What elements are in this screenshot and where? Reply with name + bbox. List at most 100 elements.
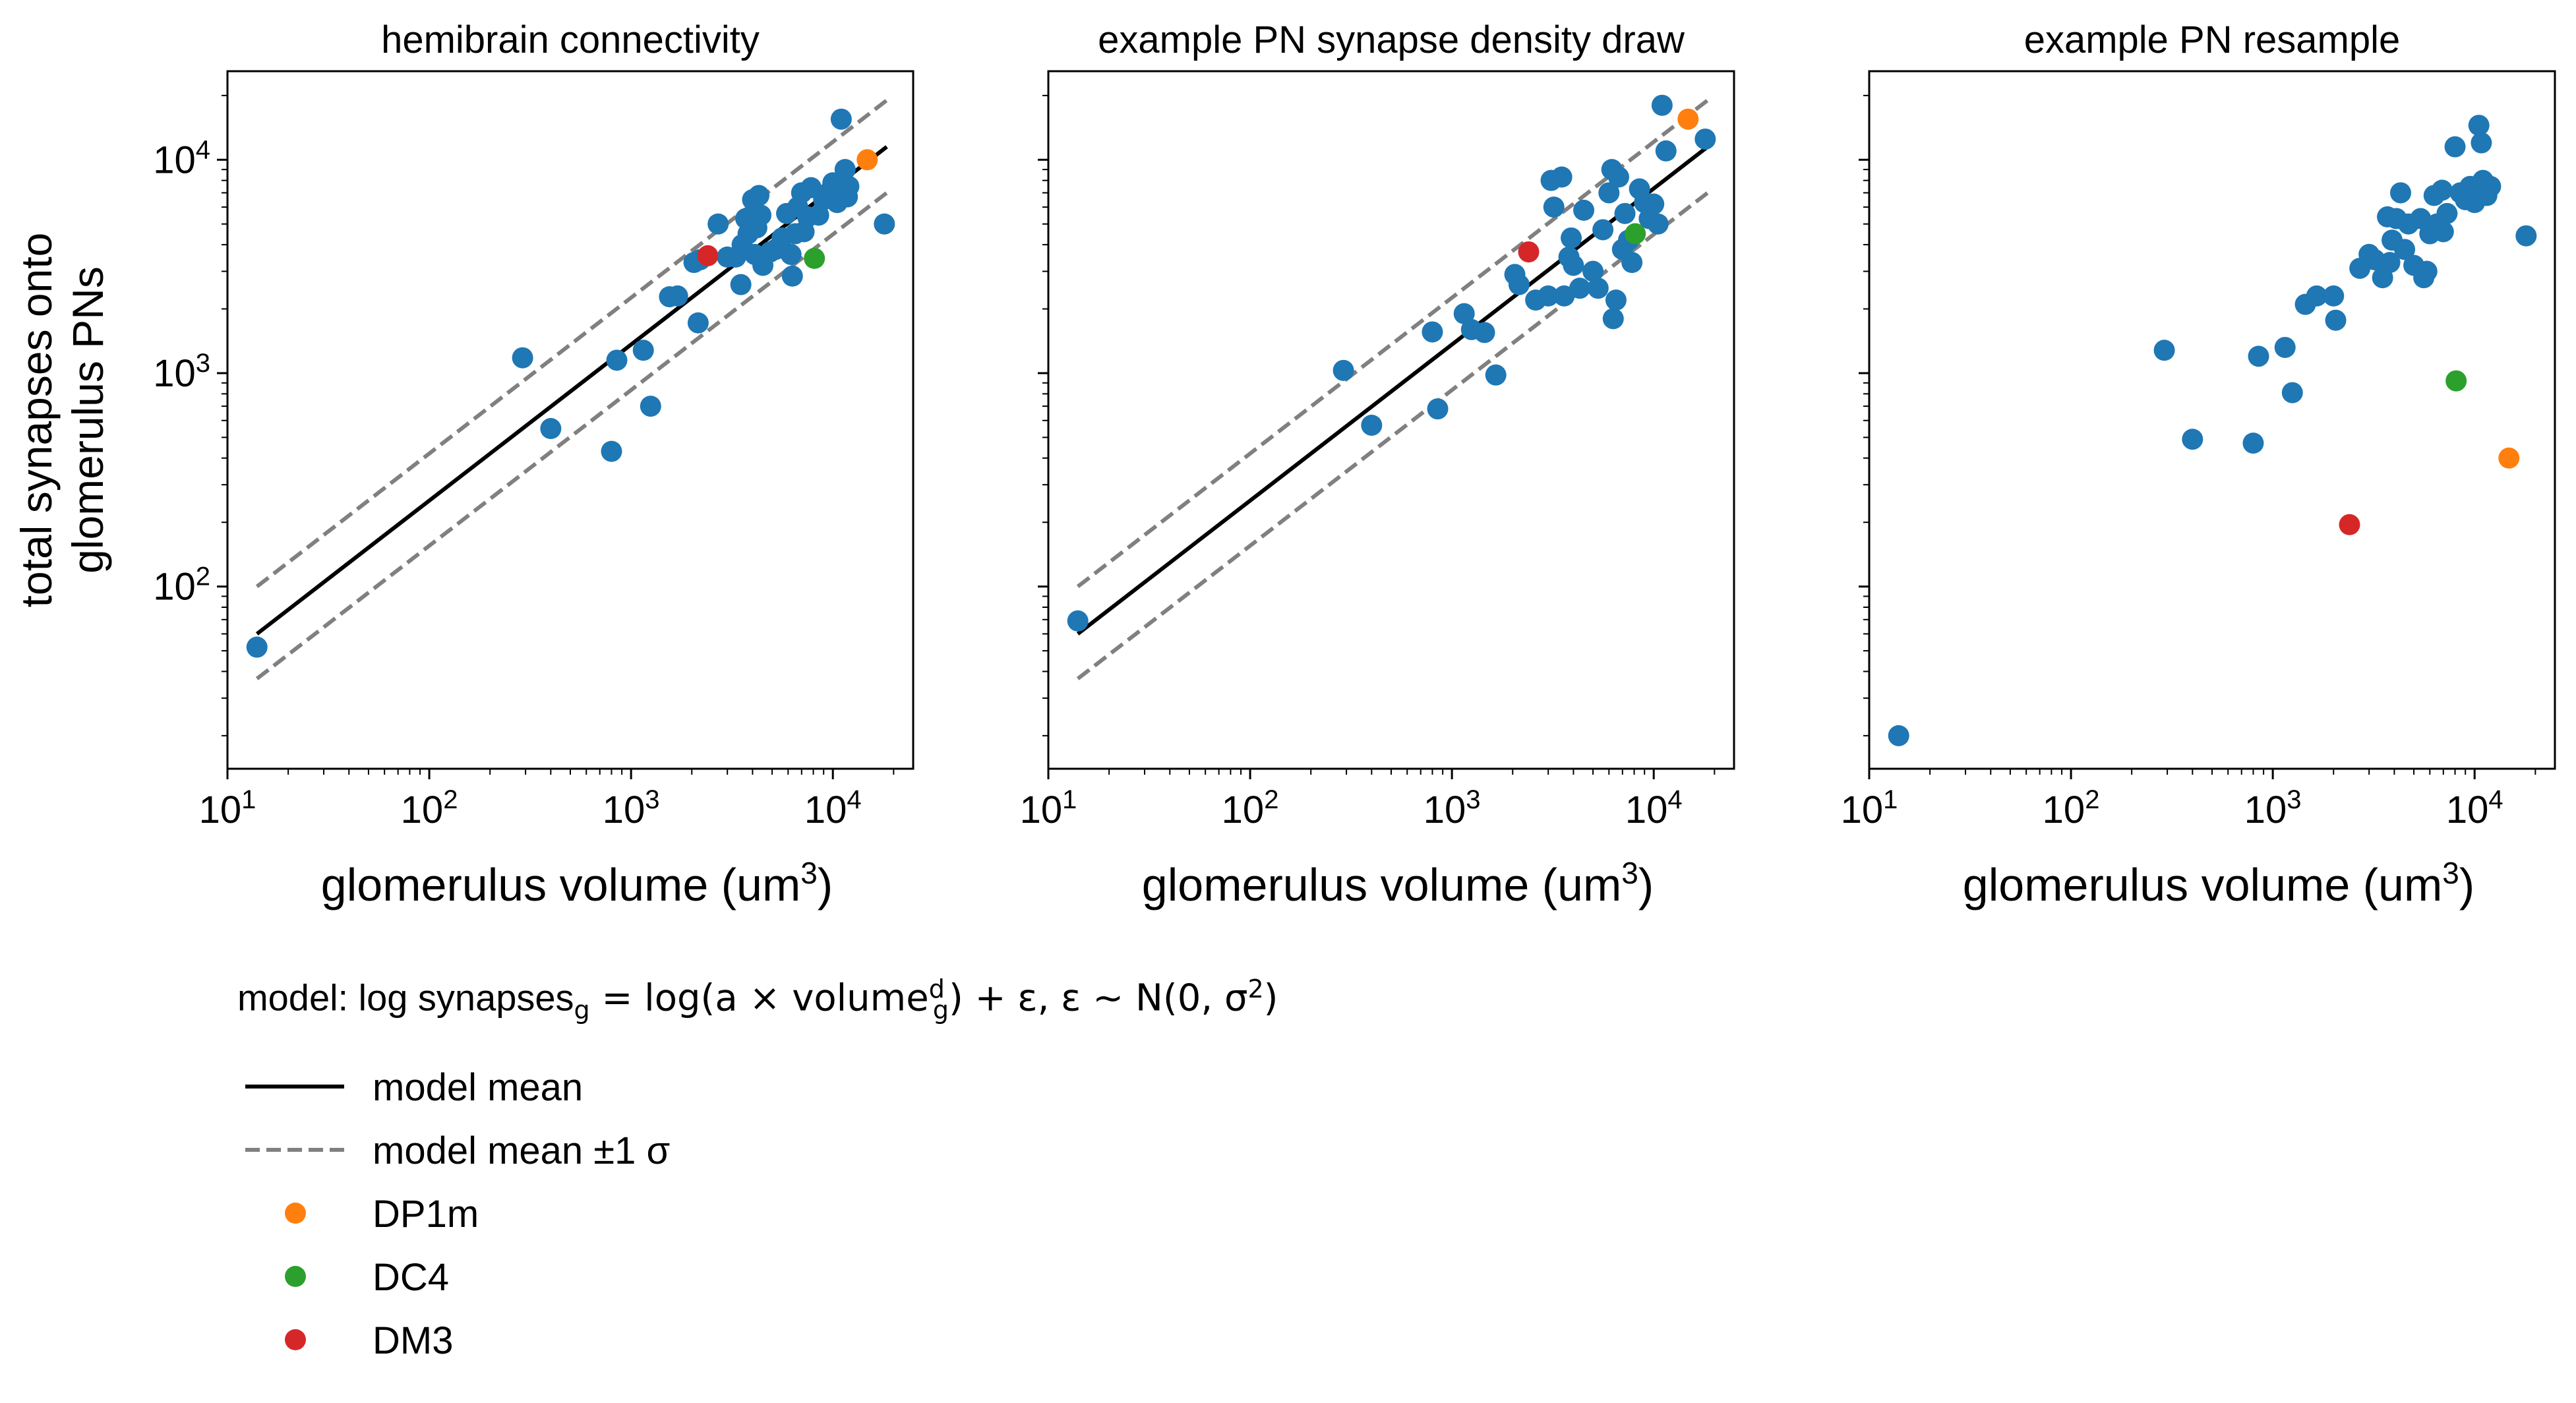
data-point: [2436, 202, 2458, 224]
data-point-dc4: [1625, 223, 1646, 245]
data-point: [780, 243, 802, 265]
data-point: [1485, 364, 1507, 386]
data-point: [1587, 278, 1609, 299]
data-point: [1694, 128, 1716, 150]
data-point-dm3: [1518, 241, 1540, 263]
data-point: [1607, 166, 1629, 188]
legend-item-model-mean: model mean: [237, 1055, 897, 1118]
legend-label: model mean: [373, 1066, 584, 1109]
plot-frame: [1868, 70, 2556, 770]
data-point: [2306, 285, 2327, 307]
data-point: [2325, 309, 2347, 331]
data-point: [707, 213, 729, 235]
x-tick-label: 104: [804, 785, 862, 831]
model-equation-sub-g: g: [574, 995, 590, 1025]
chart-panel-3: example PN resample 101 102 103 104 glomerulu…: [1841, 18, 2556, 910]
x-tick-label: 104: [1625, 785, 1683, 831]
chart-panel-1: hemibrain connectivity 101 102 103 104 102 103…: [12, 18, 914, 910]
data-point-dp1m: [856, 149, 878, 171]
x-tick-label: 103: [2244, 785, 2302, 831]
data-point: [1453, 303, 1475, 324]
y-axis-label: total synapses onto: [12, 233, 61, 608]
data-point: [1602, 308, 1624, 330]
data-point: [1592, 219, 1614, 241]
x-axis-label: glomerulus volume (um3): [1142, 856, 1654, 910]
data-point: [1655, 140, 1677, 162]
model-upper-sigma-line: [255, 98, 888, 589]
data-point-dp1m: [1677, 108, 1699, 130]
data-point: [1551, 166, 1573, 188]
data-point: [1508, 274, 1530, 295]
data-point: [667, 285, 688, 307]
model-equation-suffix: ) + ε, ε ~ N(0, σ: [948, 976, 1248, 1020]
x-tick-label: 102: [2043, 785, 2100, 831]
model-lower-sigma-line: [255, 191, 888, 680]
data-point: [2182, 429, 2203, 450]
data-point: [2274, 336, 2296, 358]
x-tick-label: 104: [2446, 785, 2503, 831]
data-point: [2390, 182, 2412, 204]
data-point: [687, 312, 709, 334]
legend-item-dc4: DC4: [237, 1245, 897, 1308]
data-point: [1573, 199, 1595, 221]
x-tick-label: 103: [603, 785, 660, 831]
model-equation-end: ): [1263, 976, 1278, 1020]
legend-label: DM3: [373, 1319, 454, 1362]
x-axis-label: glomerulus volume (um3): [321, 856, 833, 910]
data-point: [1621, 252, 1643, 274]
data-point: [1427, 398, 1449, 420]
data-point: [1888, 725, 1909, 746]
data-point: [838, 175, 860, 197]
x-tick-label: 102: [1222, 785, 1279, 831]
plot-frame: [226, 70, 914, 770]
data-point: [874, 213, 895, 235]
data-point: [1333, 359, 1354, 381]
legend-item-model-sigma: model mean ±1 σ: [237, 1118, 897, 1181]
data-point: [1651, 94, 1673, 116]
legend-marker-dp1m: [285, 1203, 306, 1224]
data-point-dm3: [2339, 514, 2360, 535]
data-point: [2248, 345, 2269, 367]
y-tick-label: 104: [153, 135, 210, 181]
data-point: [246, 636, 268, 658]
data-point-dc4: [804, 247, 825, 269]
data-point: [1614, 202, 1636, 224]
data-point: [822, 172, 844, 194]
data-point: [2444, 136, 2466, 158]
chart-title: example PN resample: [2024, 18, 2401, 61]
legend: model mean model mean ±1 σ DP1m DC4 DM3: [237, 1055, 897, 1371]
model-lower-sigma-line: [1076, 191, 1709, 680]
data-point: [748, 185, 770, 206]
data-point-dc4: [2445, 370, 2467, 392]
data-point: [606, 349, 628, 371]
data-point: [2379, 252, 2401, 274]
x-tick-label: 101: [1841, 785, 1898, 831]
data-point: [2471, 132, 2492, 154]
data-point: [1569, 278, 1591, 299]
data-point: [750, 204, 772, 226]
data-point: [512, 347, 533, 369]
model-upper-sigma-line: [1076, 98, 1709, 589]
legend-marker-dm3: [285, 1329, 306, 1350]
data-point: [1605, 289, 1627, 311]
data-point: [1361, 414, 1383, 436]
data-point: [2431, 179, 2453, 201]
x-tick-label: 102: [401, 785, 458, 831]
data-point: [1563, 254, 1584, 276]
model-equation-sup-d: d: [928, 974, 945, 1003]
model-mean-line: [1076, 145, 1709, 636]
data-point: [1647, 213, 1669, 235]
data-point: [781, 265, 803, 287]
data-point: [2432, 221, 2454, 243]
data-point: [2394, 239, 2416, 260]
y-axis-label: glomerulus PNs: [63, 266, 112, 574]
data-point: [1538, 285, 1559, 307]
data-point: [2281, 382, 2303, 403]
data-point-dp1m: [2498, 447, 2520, 469]
data-point: [2410, 208, 2432, 229]
legend-swatch-dashed-line: [245, 1148, 344, 1152]
data-point: [1561, 227, 1582, 249]
data-point: [2468, 115, 2490, 136]
data-point: [2480, 175, 2501, 197]
